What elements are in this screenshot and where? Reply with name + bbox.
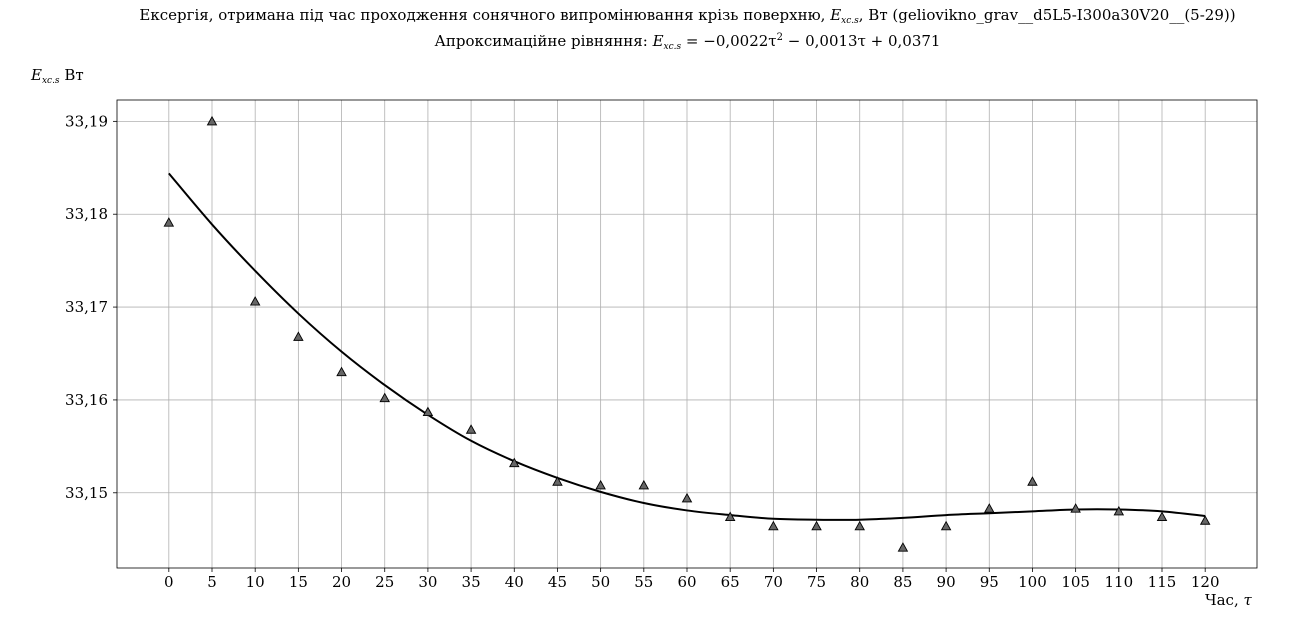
- data-point-marker: [1199, 515, 1211, 525]
- x-tick-label: 40: [505, 573, 524, 591]
- data-point-marker: [422, 406, 434, 417]
- x-axis-label: Час, τ: [1205, 591, 1252, 609]
- x-tick-label: 115: [1148, 573, 1177, 591]
- data-point-marker: [1156, 511, 1168, 521]
- y-tick-label: 33,17: [65, 298, 108, 316]
- approximation-line: [168, 172, 1206, 521]
- x-tick-label: 110: [1104, 573, 1133, 591]
- data-point-marker: [681, 492, 693, 503]
- x-tick-label: 10: [246, 573, 265, 591]
- x-tick-label: 45: [548, 573, 567, 591]
- x-tick-label: 80: [850, 573, 869, 591]
- data-points: [163, 115, 1211, 552]
- data-point-marker: [724, 511, 736, 521]
- x-tick-label: 30: [418, 573, 437, 591]
- data-point-marker: [552, 476, 563, 486]
- y-axis-label: Exc.s Вт: [31, 66, 84, 86]
- data-point-marker: [293, 331, 304, 341]
- data-point-marker: [768, 520, 779, 531]
- x-tick-label: 100: [1018, 573, 1047, 591]
- approximation-curve: [168, 172, 1206, 521]
- plot-frame: [116, 99, 1258, 569]
- x-tick-label: 70: [764, 573, 783, 591]
- data-point-marker: [1113, 505, 1125, 516]
- x-tick-label: 105: [1061, 573, 1090, 591]
- x-tick-label: 25: [375, 573, 394, 591]
- data-point-marker: [638, 479, 650, 490]
- x-tick-label: 0: [164, 573, 174, 591]
- data-point-marker: [1027, 476, 1038, 486]
- x-tick-label: 120: [1191, 573, 1220, 591]
- y-tick-label: 33,18: [65, 205, 108, 223]
- x-tick-label: 95: [980, 573, 999, 591]
- x-tick-label: 35: [462, 573, 481, 591]
- data-point-marker: [336, 366, 347, 377]
- x-tick-label: 65: [721, 573, 740, 591]
- y-tick-label: 33,16: [65, 391, 108, 409]
- tick-labels: 0 5 10 15 20 25 30 35 40 45 50 55 60 65 70 75 80 85 90 95 10…: [65, 112, 1219, 591]
- grid-lines: [117, 100, 1257, 568]
- chart-title: Ексергія, отримана під час проходження с…: [139, 6, 1236, 26]
- x-tick-label: 75: [807, 573, 826, 591]
- data-point-marker: [509, 457, 520, 468]
- x-tick-label: 90: [937, 573, 956, 591]
- x-tick-label: 85: [893, 573, 912, 591]
- data-point-marker: [379, 392, 390, 403]
- data-point-marker: [595, 479, 606, 490]
- y-tick-label: 33,15: [65, 484, 108, 502]
- x-tick-label: 15: [289, 573, 308, 591]
- data-point-marker: [854, 520, 865, 531]
- x-tick-label: 55: [634, 573, 653, 591]
- y-tick-label: 33,19: [65, 112, 108, 130]
- x-tick-label: 20: [332, 573, 351, 591]
- data-point-marker: [940, 520, 952, 531]
- data-point-marker: [206, 115, 218, 126]
- data-point-marker: [249, 296, 261, 306]
- data-point-marker: [1070, 503, 1081, 513]
- data-point-marker: [984, 503, 995, 513]
- x-tick-label: 50: [591, 573, 610, 591]
- data-point-marker: [811, 520, 822, 531]
- data-point-marker: [465, 424, 477, 434]
- axes: [113, 99, 1258, 572]
- chart-subtitle: Апроксимаційне рівняння: Exc.s = −0,0022…: [434, 32, 941, 52]
- x-tick-label: 5: [207, 573, 217, 591]
- data-point-marker: [163, 217, 175, 227]
- data-point-marker: [897, 542, 909, 552]
- x-tick-label: 60: [677, 573, 696, 591]
